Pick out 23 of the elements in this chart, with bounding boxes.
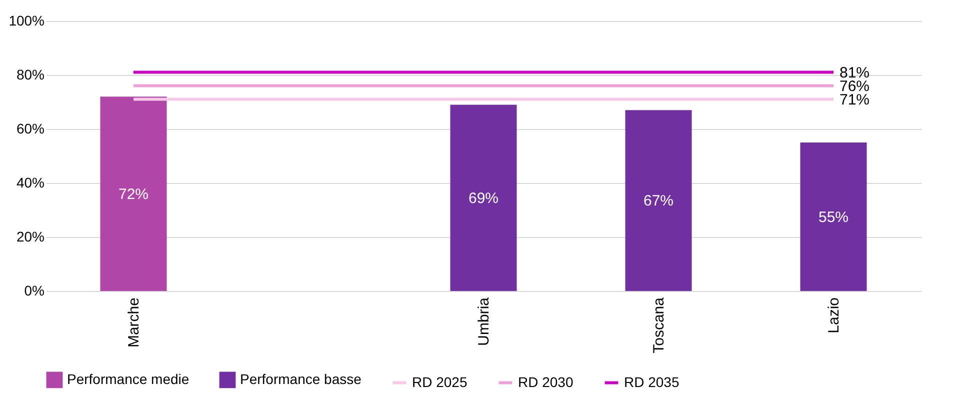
y-tick-label: 80% — [16, 66, 44, 82]
legend-label: RD 2030 — [518, 374, 574, 390]
legend-label: Performance medie — [67, 370, 190, 387]
x-tick-label: Lazio — [826, 298, 842, 334]
bar — [100, 96, 167, 291]
data-label: 72% — [118, 186, 149, 203]
x-tick-label: Toscana — [650, 296, 668, 354]
bar — [450, 104, 517, 291]
y-tick-label: 60% — [16, 120, 44, 136]
y-tick-label: 100% — [8, 12, 44, 28]
data-label: 69% — [468, 190, 499, 207]
legend-label: Performance basse — [240, 370, 362, 387]
y-tick-label: 20% — [16, 228, 44, 244]
data-label: 67% — [643, 192, 674, 210]
data-label: 55% — [818, 208, 849, 226]
legend-label: RD 2025 — [412, 374, 468, 390]
x-tick-label: Marche — [126, 298, 142, 348]
y-tick-label: 0% — [24, 282, 44, 298]
bar — [625, 110, 692, 291]
legend-label: RD 2035 — [624, 374, 680, 390]
x-tick-label: Umbria — [476, 296, 492, 346]
bar — [800, 142, 867, 291]
y-tick-label: 40% — [16, 174, 44, 190]
